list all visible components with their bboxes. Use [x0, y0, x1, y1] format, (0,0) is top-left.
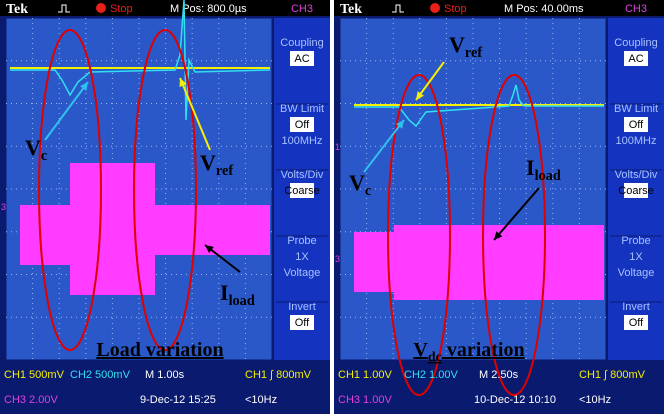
menu-title: BW Limit — [614, 103, 658, 115]
channel-marker: 3 — [1, 202, 6, 212]
ch2-scale: CH2 1.00V — [404, 369, 458, 381]
time-scale: M 2.50s — [479, 369, 519, 381]
menu-title: Volts/Div — [281, 169, 324, 181]
menu-title: Invert — [622, 301, 650, 313]
label-sub: c — [41, 148, 47, 164]
menu-title: BW Limit — [280, 103, 324, 115]
channel-marker: 1 — [335, 142, 340, 152]
date: 9-Dec-12 15:25 — [140, 394, 216, 406]
label-main: V — [200, 150, 216, 175]
m-pos: M Pos: 40.00ms — [504, 3, 584, 15]
caption-sub: dc — [428, 350, 442, 365]
label-main: V — [349, 170, 365, 195]
brand: Tek — [340, 2, 362, 17]
label-main: V — [25, 135, 41, 160]
menu-value: Coarse — [284, 185, 319, 197]
ch3-scale: CH3 1.00V — [338, 394, 392, 406]
menu-value: AC — [294, 53, 309, 65]
trigger-level: CH1 ∫ 800mV — [579, 369, 646, 381]
status: Stop — [444, 3, 467, 15]
ch1-scale: CH1 1.00V — [338, 369, 392, 381]
label-sub: load — [535, 168, 561, 184]
m-pos: M Pos: 800.0µs — [170, 3, 247, 15]
time-scale: M 1.00s — [145, 369, 185, 381]
ch2-scale: CH2 500mV — [70, 369, 131, 381]
brand: Tek — [6, 2, 28, 17]
ch3-scale: CH3 2.00V — [4, 394, 58, 406]
menu-note: 100MHz — [282, 135, 323, 147]
label-sub: ref — [465, 45, 482, 61]
menu-note: 1X — [629, 251, 643, 263]
label-sub: c — [365, 183, 371, 199]
menu-title: Probe — [621, 235, 650, 247]
menu-value: Off — [295, 317, 310, 329]
menu-title: Probe — [287, 235, 316, 247]
header-bar — [0, 0, 330, 16]
menu-value: Off — [295, 119, 310, 131]
menu-value: Coarse — [618, 185, 653, 197]
menu-value: Off — [629, 119, 644, 131]
date: 10-Dec-12 10:10 — [474, 394, 556, 406]
label-main: V — [449, 32, 465, 57]
label-main: I — [220, 280, 229, 305]
menu-note: 100MHz — [616, 135, 657, 147]
caption: Load variation — [96, 339, 223, 361]
menu-value: Off — [629, 317, 644, 329]
load-current-wave — [70, 163, 155, 295]
label-sub: load — [229, 293, 255, 309]
frequency: <10Hz — [579, 394, 611, 406]
label-sub: ref — [216, 163, 233, 179]
menu-note: Voltage — [618, 267, 655, 279]
trigger-level: CH1 ∫ 800mV — [245, 369, 312, 381]
caption-main: Load variation — [96, 339, 223, 361]
header-bar — [334, 0, 664, 16]
caption-rest: variation — [442, 339, 525, 361]
menu-note: Voltage — [284, 267, 321, 279]
channel: CH3 — [625, 3, 647, 15]
channel: CH3 — [291, 3, 313, 15]
menu-title: Coupling — [614, 37, 657, 49]
channel-marker: 3 — [335, 254, 340, 264]
label-main: I — [526, 155, 535, 180]
menu-title: Coupling — [280, 37, 323, 49]
load-current-wave — [20, 205, 70, 265]
frequency: <10Hz — [245, 394, 277, 406]
screenshot: TekStopM Pos: 800.0µsCH33VcVrefIloadLoad… — [0, 0, 664, 414]
menu-value: AC — [628, 53, 643, 65]
menu-title: Volts/Div — [615, 169, 658, 181]
stop-dot — [96, 3, 106, 13]
stop-dot — [430, 3, 440, 13]
status: Stop — [110, 3, 133, 15]
ch1-scale: CH1 500mV — [4, 369, 65, 381]
caption-main: V — [413, 339, 428, 361]
menu-note: 1X — [295, 251, 309, 263]
menu-title: Invert — [288, 301, 316, 313]
